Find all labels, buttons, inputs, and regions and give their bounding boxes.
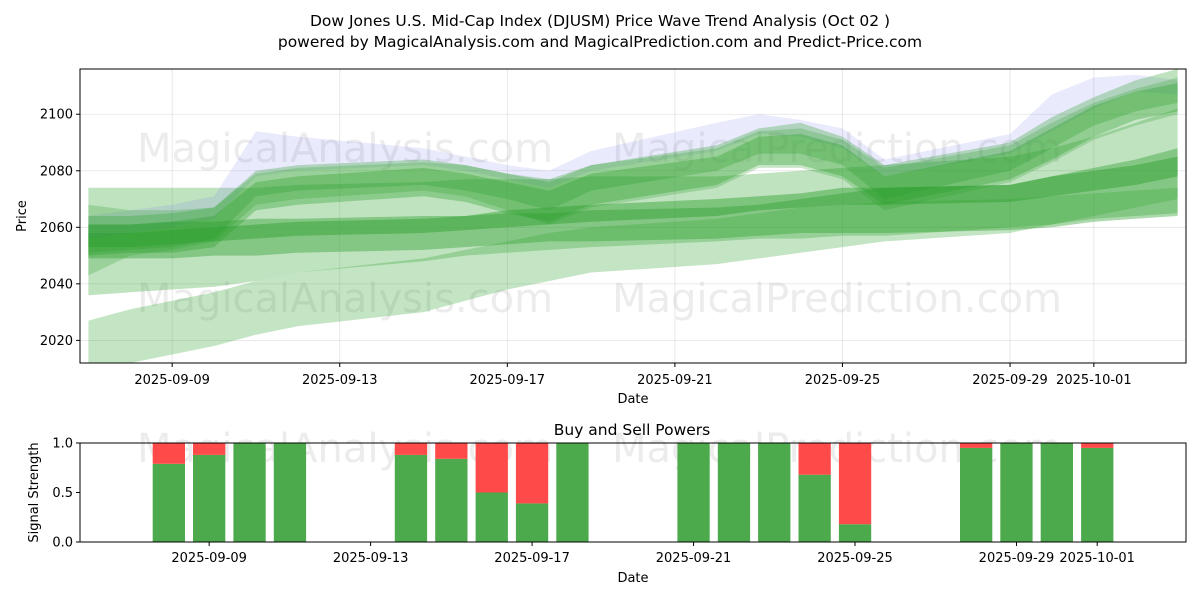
top-x-tick-label: 2025-09-29 — [972, 373, 1048, 388]
top-x-axis-label: Date — [617, 392, 648, 407]
chart-title-line2: powered by MagicalAnalysis.com and Magic… — [278, 33, 922, 51]
top-y-tick-label: 2060 — [40, 221, 73, 236]
buy-bar — [1081, 447, 1114, 542]
bottom-y-tick-label: 1.0 — [52, 437, 73, 452]
top-y-axis-label: Price — [15, 200, 30, 232]
top-x-tick-label: 2025-09-13 — [302, 373, 378, 388]
top-x-tick-label: 2025-10-01 — [1056, 373, 1132, 388]
wave-band-1 — [88, 108, 1178, 296]
buy-bar — [193, 454, 226, 542]
buy-bar — [717, 443, 751, 542]
bottom-y-tick-label: 0.0 — [52, 536, 73, 551]
buy-bar — [677, 443, 710, 542]
bottom-x-tick-label: 2025-09-17 — [494, 551, 570, 566]
watermark-top-left: MagicalAnalysis.com — [137, 126, 553, 172]
wave-band-4 — [88, 74, 1178, 239]
buy-bar — [758, 443, 791, 542]
sell-bar — [960, 443, 993, 448]
watermark-mid-left: MagicalAnalysis.com — [137, 276, 553, 322]
buy-bar — [515, 503, 549, 542]
sell-bar — [838, 443, 872, 525]
top-y-tick-label: 2080 — [40, 164, 73, 179]
watermark-mid-right: MagicalPrediction.com — [612, 276, 1062, 322]
buy-bar — [1000, 443, 1033, 542]
price-wave-chart: 2025-09-09 2025-09-13 2025-09-17 2025-09-21… — [15, 68, 1187, 407]
buy-bar — [1040, 443, 1073, 542]
top-y-tick-label: 2020 — [40, 334, 73, 349]
top-plot-frame — [79, 68, 1187, 364]
sell-bar — [798, 443, 831, 475]
bottom-x-axis-label: Date — [617, 571, 648, 586]
buy-bar — [838, 524, 872, 542]
wave-band-7 — [88, 77, 1178, 276]
wave-band-5 — [88, 69, 1178, 253]
sell-bar — [152, 443, 185, 464]
bottom-x-tick-label: 2025-09-13 — [333, 551, 409, 566]
buy-sell-chart: 2025-09-09 2025-09-13 2025-09-17 2025-09-21… — [27, 437, 1187, 586]
bottom-x-tick-label: 2025-09-21 — [656, 551, 732, 566]
bottom-y-tick-label: 0.5 — [52, 486, 73, 501]
top-x-tick-label: 2025-09-21 — [637, 373, 713, 388]
top-x-tick-label: 2025-09-25 — [805, 373, 881, 388]
top-y-tick-label: 2040 — [40, 277, 73, 292]
wave-band-0 — [88, 187, 1178, 363]
buy-bar — [152, 463, 185, 542]
bottom-x-tick-label: 2025-09-29 — [979, 551, 1055, 566]
bottom-chart-title: Buy and Sell Powers — [554, 421, 711, 439]
sell-bar — [475, 443, 508, 493]
wave-band-3 — [88, 156, 1178, 248]
sell-bar — [515, 443, 549, 504]
wave-band-6 — [88, 83, 1178, 256]
buy-bar — [273, 443, 307, 542]
sell-bar — [193, 443, 226, 455]
buy-bar — [435, 458, 468, 542]
band-layer — [88, 69, 1178, 363]
bottom-y-axis-label: Signal Strength — [27, 442, 42, 542]
sell-bar — [1081, 443, 1114, 448]
buy-bar — [798, 474, 831, 542]
top-y-tick-label: 2100 — [40, 108, 73, 123]
buy-bar — [556, 443, 589, 542]
watermark-top-right: MagicalPrediction.com — [612, 126, 1062, 172]
buy-bar — [394, 454, 428, 542]
wave-band-2 — [88, 148, 1178, 259]
sell-bar — [435, 443, 468, 459]
top-x-tick-label: 2025-09-17 — [470, 373, 546, 388]
buy-bar — [960, 447, 993, 542]
top-x-tick-label: 2025-09-09 — [134, 373, 210, 388]
bottom-x-tick-label: 2025-10-01 — [1059, 551, 1135, 566]
bottom-x-tick-label: 2025-09-25 — [817, 551, 893, 566]
sell-bar — [394, 443, 428, 455]
buy-bar — [233, 443, 266, 542]
bottom-x-tick-label: 2025-09-09 — [171, 551, 247, 566]
chart-title-line1: Dow Jones U.S. Mid-Cap Index (DJUSM) Pri… — [310, 12, 890, 30]
buy-bar — [475, 492, 508, 542]
